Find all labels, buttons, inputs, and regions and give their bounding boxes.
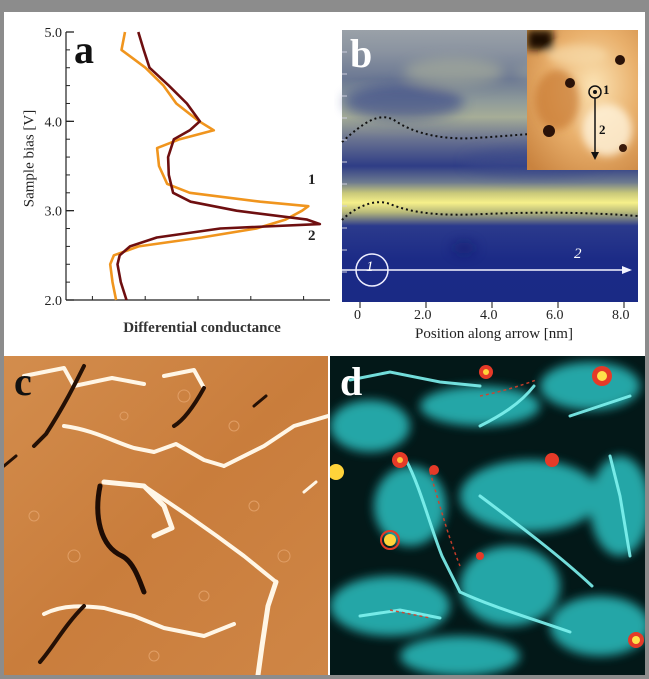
x-axis-label: Position along arrow [nm] bbox=[415, 326, 573, 342]
spectrum-series-1 bbox=[108, 31, 310, 301]
x-tick-4: 4.0 bbox=[480, 308, 498, 323]
y-tick-label: 4.0 bbox=[45, 115, 63, 130]
panel-d: d bbox=[330, 356, 645, 675]
y-axis-label: Sample bias [V] bbox=[21, 109, 38, 208]
inset-topograph: 1 2 bbox=[527, 30, 638, 170]
x-tick-2: 2.0 bbox=[414, 308, 432, 323]
panel-b: b 1 2 bbox=[334, 12, 645, 348]
x-axis-label: Differential conductance bbox=[123, 320, 281, 336]
y-tick-label: 2.0 bbox=[45, 294, 63, 309]
panel-a: 2.0 3.0 4.0 5.0 a Sample bias [V] Different… bbox=[12, 12, 334, 348]
spectra-chart: 2.0 3.0 4.0 5.0 bbox=[45, 26, 330, 309]
y-tick-label: 3.0 bbox=[45, 205, 63, 220]
panel-letter-a: a bbox=[74, 27, 94, 72]
spectrum-series-2 bbox=[116, 31, 322, 301]
inset-label-2: 2 bbox=[599, 122, 606, 137]
inset-label-1: 1 bbox=[603, 82, 610, 97]
curve-label-2: 2 bbox=[308, 228, 316, 244]
panel-letter-b: b bbox=[350, 31, 373, 76]
panel-c: c bbox=[4, 356, 328, 675]
curve-label-1: 1 bbox=[308, 172, 316, 188]
panel-letter-c: c bbox=[14, 359, 32, 404]
x-tick-6: 6.0 bbox=[546, 308, 564, 323]
panel-letter-d: d bbox=[340, 359, 363, 404]
x-tick-8: 8.0 bbox=[612, 308, 630, 323]
arrow-label-2: 2 bbox=[574, 246, 582, 262]
x-tick-0: 0 bbox=[354, 308, 361, 323]
arrow-label-1: 1 bbox=[366, 259, 374, 275]
y-tick-label: 5.0 bbox=[45, 26, 63, 41]
